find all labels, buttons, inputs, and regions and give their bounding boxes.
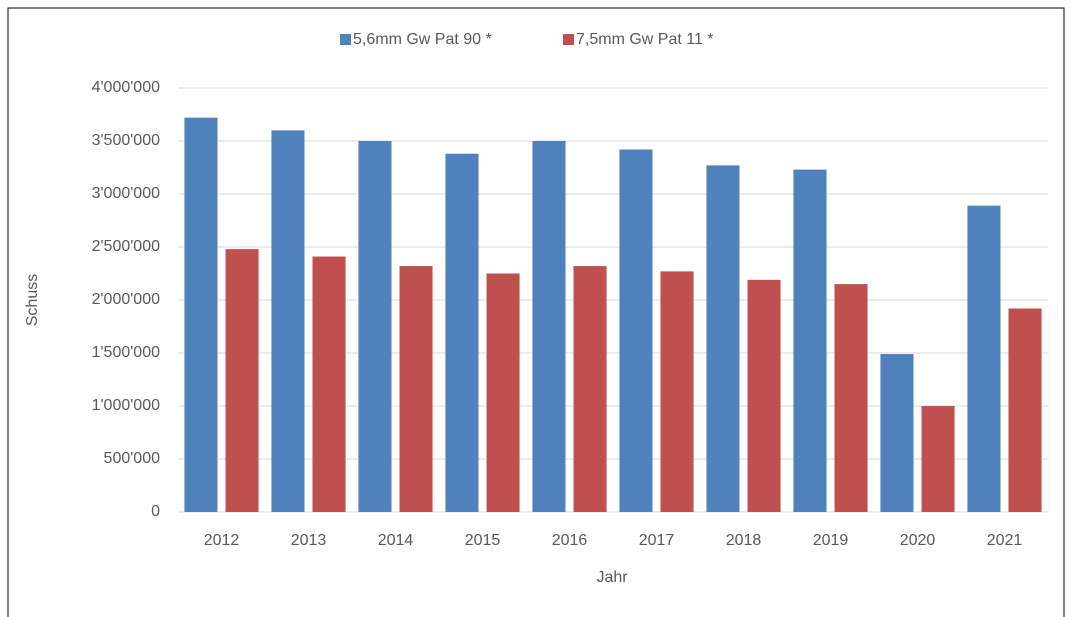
y-axis-label: Schuss — [24, 274, 41, 326]
bar — [486, 273, 520, 512]
x-tick-label: 2012 — [204, 532, 240, 549]
bar — [399, 266, 433, 512]
x-tick-label: 2015 — [465, 532, 501, 549]
bar — [793, 169, 827, 512]
x-tick-label: 2013 — [291, 532, 327, 549]
x-tick-label: 2018 — [726, 532, 762, 549]
bar — [619, 149, 653, 513]
y-tick-label: 2'500'000 — [92, 238, 161, 255]
legend-swatch — [563, 34, 574, 45]
y-tick-label: 1'000'000 — [92, 397, 161, 414]
bar — [747, 279, 781, 512]
x-tick-label: 2019 — [813, 532, 849, 549]
bar — [1008, 308, 1042, 512]
x-tick-label: 2017 — [639, 532, 675, 549]
bar — [921, 406, 955, 512]
legend-label: 7,5mm Gw Pat 11 * — [576, 31, 714, 48]
legend-swatch — [340, 34, 351, 45]
x-tick-label: 2016 — [552, 532, 588, 549]
bar — [834, 284, 868, 512]
bar — [225, 249, 259, 512]
bar — [880, 354, 914, 512]
y-tick-label: 4'000'000 — [92, 79, 161, 96]
y-tick-label: 3'500'000 — [92, 132, 161, 149]
chart-border — [7, 7, 1065, 617]
bar — [445, 153, 479, 512]
bar — [184, 117, 218, 513]
y-tick-label: 1'500'000 — [92, 344, 161, 361]
y-tick-label: 500'000 — [104, 450, 161, 467]
bar — [532, 141, 566, 512]
y-tick-label: 0 — [151, 503, 160, 520]
bar — [312, 256, 346, 512]
x-tick-label: 2021 — [987, 532, 1023, 549]
bar — [660, 271, 694, 512]
x-tick-label: 2014 — [378, 532, 414, 549]
bar — [573, 266, 607, 512]
bar — [706, 165, 740, 512]
y-tick-label: 2'000'000 — [92, 291, 161, 308]
y-tick-label: 3'000'000 — [92, 185, 161, 202]
bar — [967, 205, 1001, 512]
legend-label: 5,6mm Gw Pat 90 * — [353, 31, 492, 48]
bar — [271, 130, 305, 512]
bar — [358, 141, 392, 512]
x-tick-label: 2020 — [900, 532, 936, 549]
x-axis-label: Jahr — [596, 569, 628, 586]
